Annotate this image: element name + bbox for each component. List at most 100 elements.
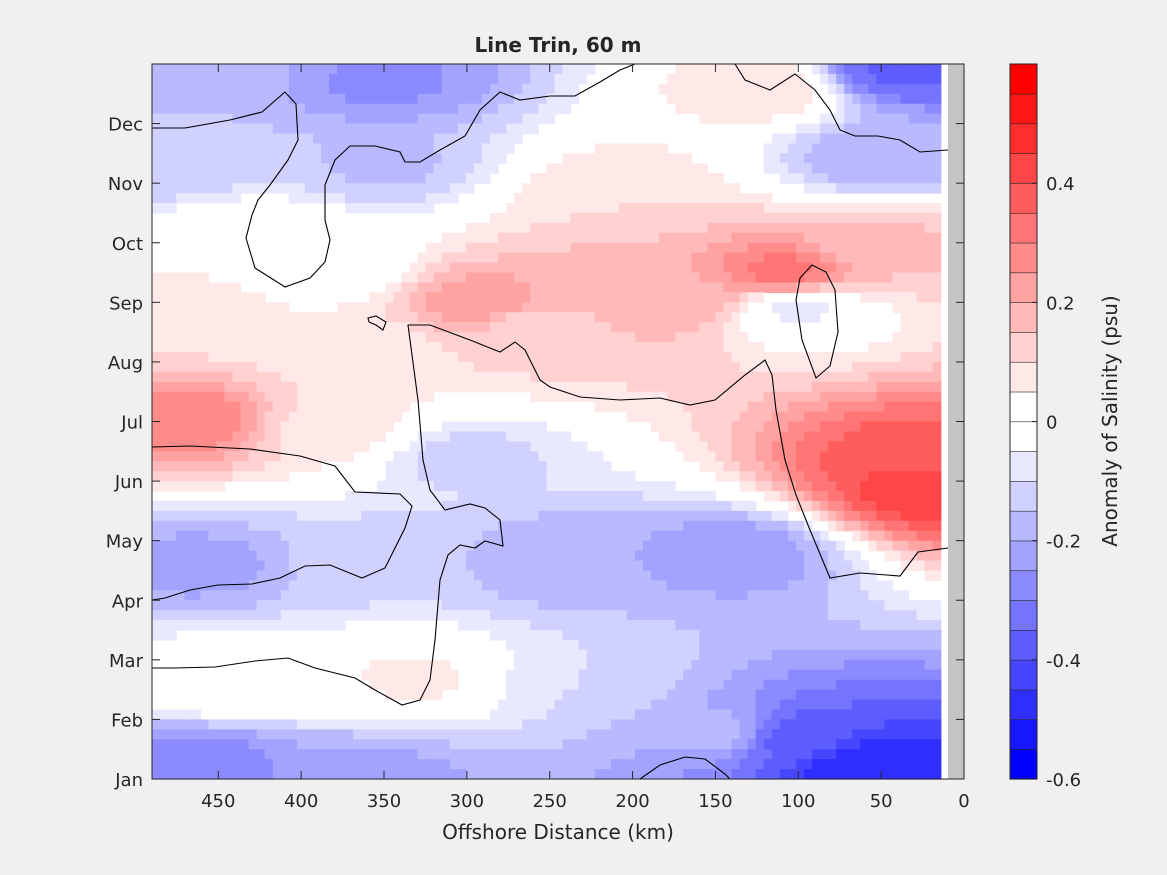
- anomaly-cell: [433, 133, 443, 145]
- anomaly-cell: [683, 153, 692, 164]
- anomaly-cell: [345, 411, 354, 423]
- anomaly-cell: [812, 639, 821, 651]
- anomaly-cell: [329, 411, 338, 423]
- anomaly-cell: [296, 342, 306, 353]
- anomaly-cell: [538, 431, 547, 442]
- anomaly-cell: [457, 282, 467, 293]
- anomaly-cell: [506, 590, 515, 601]
- anomaly-cell: [892, 222, 902, 234]
- anomaly-cell: [248, 133, 258, 145]
- anomaly-cell: [280, 411, 290, 423]
- anomaly-cell: [594, 500, 604, 512]
- anomaly-cell: [506, 322, 515, 333]
- anomaly-cell: [200, 590, 209, 601]
- anomaly-cell: [747, 371, 757, 383]
- anomaly-cell: [498, 351, 507, 363]
- anomaly-cell: [659, 630, 668, 641]
- anomaly-cell: [659, 500, 668, 512]
- anomaly-cell: [836, 272, 845, 284]
- anomaly-cell: [747, 272, 757, 284]
- anomaly-cell: [361, 183, 370, 194]
- anomaly-cell: [731, 292, 741, 303]
- anomaly-cell: [787, 262, 797, 274]
- anomaly-cell: [562, 481, 572, 492]
- anomaly-cell: [506, 550, 515, 562]
- anomaly-cell: [449, 262, 459, 274]
- anomaly-cell: [779, 252, 789, 264]
- anomaly-cell: [224, 451, 234, 462]
- anomaly-cell: [683, 520, 692, 532]
- anomaly-cell: [642, 242, 652, 254]
- anomaly-cell: [385, 361, 395, 373]
- anomaly-cell: [908, 73, 918, 85]
- anomaly-cell: [514, 272, 523, 284]
- anomaly-cell: [659, 302, 668, 313]
- anomaly-cell: [795, 173, 805, 184]
- anomaly-cell: [546, 550, 556, 562]
- anomaly-cell: [465, 351, 475, 363]
- anomaly-cell: [747, 73, 757, 85]
- anomaly-cell: [932, 133, 942, 145]
- anomaly-cell: [490, 222, 499, 234]
- anomaly-cell: [200, 381, 209, 393]
- anomaly-cell: [441, 302, 451, 313]
- anomaly-cell: [900, 163, 910, 174]
- anomaly-cell: [787, 620, 797, 631]
- anomaly-cell: [884, 590, 894, 601]
- anomaly-cell: [200, 620, 209, 631]
- anomaly-cell: [771, 530, 781, 542]
- anomaly-cell: [441, 610, 451, 621]
- anomaly-cell: [473, 342, 483, 353]
- anomaly-cell: [152, 381, 161, 393]
- anomaly-cell: [884, 540, 894, 552]
- anomaly-cell: [691, 252, 700, 264]
- anomaly-cell: [160, 322, 169, 333]
- anomaly-cell: [192, 351, 201, 363]
- anomaly-cell: [417, 73, 427, 85]
- anomaly-cell: [409, 510, 419, 522]
- anomaly-cell: [192, 332, 201, 343]
- anomaly-cell: [530, 560, 539, 572]
- anomaly-cell: [176, 381, 185, 393]
- anomaly-cell: [216, 580, 226, 591]
- anomaly-cell: [852, 83, 861, 95]
- anomaly-cell: [304, 113, 314, 125]
- anomaly-cell: [836, 401, 845, 413]
- anomaly-cell: [393, 520, 403, 532]
- anomaly-cell: [570, 590, 580, 601]
- anomaly-cell: [353, 610, 362, 621]
- anomaly-cell: [377, 520, 387, 532]
- anomaly-cell: [634, 550, 644, 562]
- anomaly-cell: [634, 530, 644, 542]
- anomaly-cell: [916, 203, 926, 214]
- anomaly-cell: [433, 332, 443, 343]
- anomaly-cell: [321, 103, 330, 115]
- anomaly-cell: [425, 93, 435, 105]
- anomaly-cell: [683, 73, 692, 85]
- anomaly-cell: [892, 391, 902, 403]
- anomaly-cell: [554, 73, 564, 85]
- anomaly-cell: [852, 659, 861, 671]
- anomaly-cell: [554, 93, 564, 105]
- anomaly-cell: [522, 659, 531, 671]
- anomaly-cell: [900, 153, 910, 164]
- anomaly-cell: [530, 451, 539, 462]
- anomaly-cell: [675, 381, 684, 393]
- anomaly-cell: [385, 481, 395, 492]
- anomaly-cell: [852, 173, 861, 184]
- anomaly-cell: [659, 550, 668, 562]
- anomaly-cell: [771, 580, 781, 591]
- anomaly-cell: [683, 351, 692, 363]
- anomaly-cell: [634, 143, 644, 154]
- anomaly-cell: [160, 580, 169, 591]
- anomaly-cell: [465, 153, 475, 164]
- anomaly-cell: [924, 530, 934, 542]
- anomaly-cell: [562, 93, 572, 105]
- anomaly-cell: [457, 73, 467, 85]
- anomaly-cell: [232, 570, 242, 581]
- anomaly-cell: [473, 580, 483, 591]
- anomaly-cell: [828, 173, 837, 184]
- anomaly-cell: [634, 203, 644, 214]
- anomaly-cell: [160, 610, 169, 621]
- anomaly-cell: [160, 421, 169, 433]
